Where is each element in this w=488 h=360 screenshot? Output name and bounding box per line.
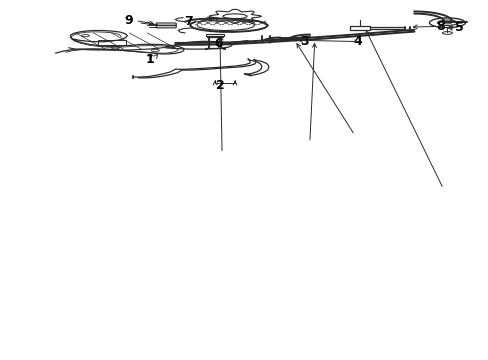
Text: 4: 4 bbox=[353, 35, 361, 48]
Text: 1: 1 bbox=[145, 53, 154, 66]
Text: 8: 8 bbox=[435, 20, 444, 33]
Text: 3: 3 bbox=[300, 35, 308, 48]
Text: 5: 5 bbox=[454, 21, 463, 33]
Text: 6: 6 bbox=[213, 37, 222, 50]
Text: 2: 2 bbox=[215, 79, 224, 92]
Text: 9: 9 bbox=[124, 14, 132, 27]
Text: 7: 7 bbox=[183, 15, 192, 28]
